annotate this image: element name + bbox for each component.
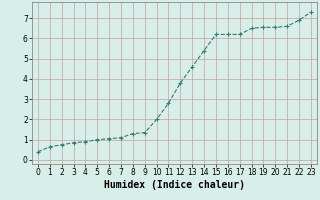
X-axis label: Humidex (Indice chaleur): Humidex (Indice chaleur): [104, 180, 245, 190]
